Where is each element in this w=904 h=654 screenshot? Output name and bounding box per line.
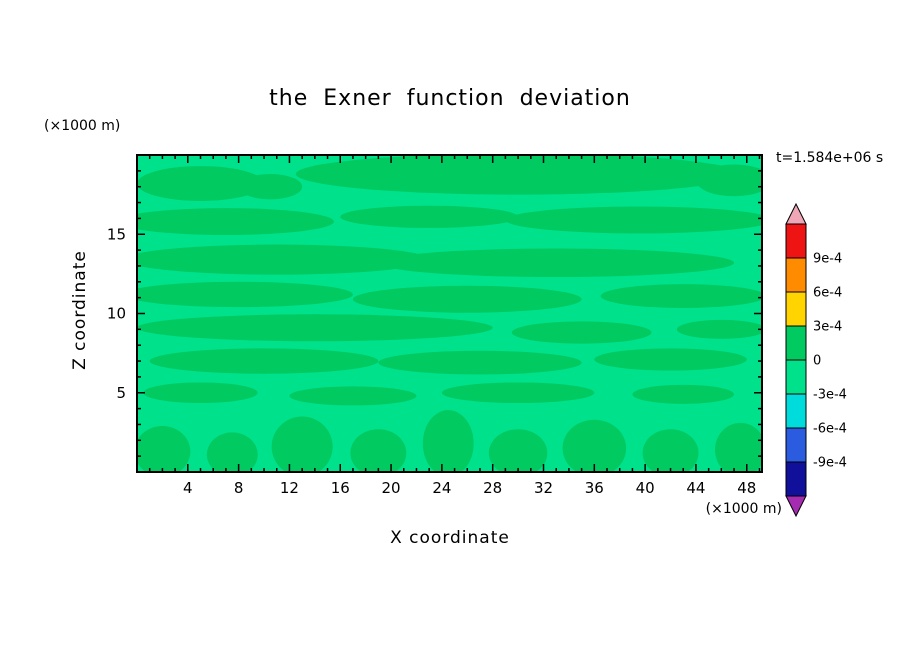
positive-anomaly-region (511, 321, 652, 344)
positive-anomaly-region (352, 285, 582, 313)
positive-anomaly-region (378, 350, 582, 375)
positive-anomaly-region (632, 384, 735, 404)
colorbar: 9e-4 6e-4 3e-4 0 -3e-4 -6e-4 -9e-4 (785, 202, 847, 518)
contour-field (137, 155, 762, 472)
colorbar-over-arrow (785, 202, 807, 225)
colorbar-tick-label: -9e-4 (813, 456, 847, 471)
colorbar-band (785, 461, 807, 497)
x-tick-label: 8 (234, 479, 244, 497)
colorbar-tick-label: 6e-4 (813, 286, 842, 301)
positive-anomaly-region (137, 166, 265, 201)
x-tick-label: 40 (636, 479, 655, 497)
positive-anomaly-region (137, 208, 334, 236)
colorbar-band (785, 291, 807, 327)
positive-anomaly-region (149, 348, 379, 374)
positive-anomaly-region (350, 429, 407, 472)
positive-anomaly-region (378, 248, 735, 278)
x-tick-label: 28 (483, 479, 502, 497)
positive-anomaly-region (295, 155, 741, 195)
positive-anomaly-region (505, 206, 762, 234)
x-tick-label: 48 (737, 479, 756, 497)
y-tick-label: 10 (107, 305, 126, 323)
x-axis-title: X coordinate (390, 528, 510, 548)
colorbar-band (785, 393, 807, 429)
y-axis-title: Z coordinate (70, 250, 90, 370)
colorbar-tick-label: 3e-4 (813, 320, 842, 335)
positive-anomaly-region (137, 244, 430, 275)
colorbar-tick-label: 9e-4 (813, 252, 842, 267)
colorbar-band (785, 257, 807, 293)
time-label: t=1.584e+06 s (776, 150, 884, 166)
positive-anomaly-region (594, 348, 747, 371)
positive-anomaly-region (137, 314, 493, 342)
positive-anomaly-region (238, 174, 303, 200)
positive-anomaly-region (441, 382, 595, 404)
y-tick-label: 15 (107, 225, 126, 243)
chart-title: the Exner function deviation (269, 86, 631, 111)
positive-anomaly-region (600, 284, 762, 308)
y-tick-label: 5 (116, 384, 126, 402)
colorbar-tick-label: 0 (813, 354, 821, 369)
x-tick-label: 44 (686, 479, 705, 497)
positive-anomaly-region (642, 429, 699, 472)
x-tick-label: 20 (382, 479, 401, 497)
y-axis-unit-label: (×1000 m) (44, 118, 121, 134)
colorbar-under-arrow (785, 495, 807, 518)
colorbar-band (785, 359, 807, 395)
colorbar-band (785, 427, 807, 463)
x-tick-label: 36 (585, 479, 604, 497)
positive-anomaly-region (143, 382, 258, 404)
positive-anomaly-region (676, 319, 762, 339)
positive-anomaly-region (206, 432, 258, 472)
positive-anomaly-region (137, 281, 353, 308)
axis-ticks (137, 155, 762, 472)
positive-anomaly-region (422, 410, 474, 472)
positive-anomaly-region (488, 429, 548, 472)
x-tick-label: 32 (534, 479, 553, 497)
y-tick-labels: 5 10 15 (107, 225, 126, 402)
positive-anomaly-region (562, 419, 627, 472)
colorbar-band (785, 223, 807, 259)
positive-anomaly-region (340, 205, 519, 228)
x-tick-label: 24 (432, 479, 451, 497)
x-tick-label: 4 (183, 479, 193, 497)
colorbar-tick-label: -6e-4 (813, 422, 847, 437)
x-tick-labels: 4 8 12 16 20 24 28 32 36 40 44 48 (183, 479, 756, 497)
positive-anomaly-region (289, 386, 417, 406)
x-tick-label: 12 (280, 479, 299, 497)
x-tick-label: 16 (331, 479, 350, 497)
positive-anomaly-region (137, 426, 191, 472)
positive-anomaly-region (271, 416, 333, 472)
x-axis-unit-label: (×1000 m) (705, 501, 782, 517)
colorbar-tick-label: -3e-4 (813, 388, 847, 403)
colorbar-band (785, 325, 807, 361)
positive-anomaly-region (715, 422, 762, 472)
positive-anomaly-region (695, 164, 762, 197)
